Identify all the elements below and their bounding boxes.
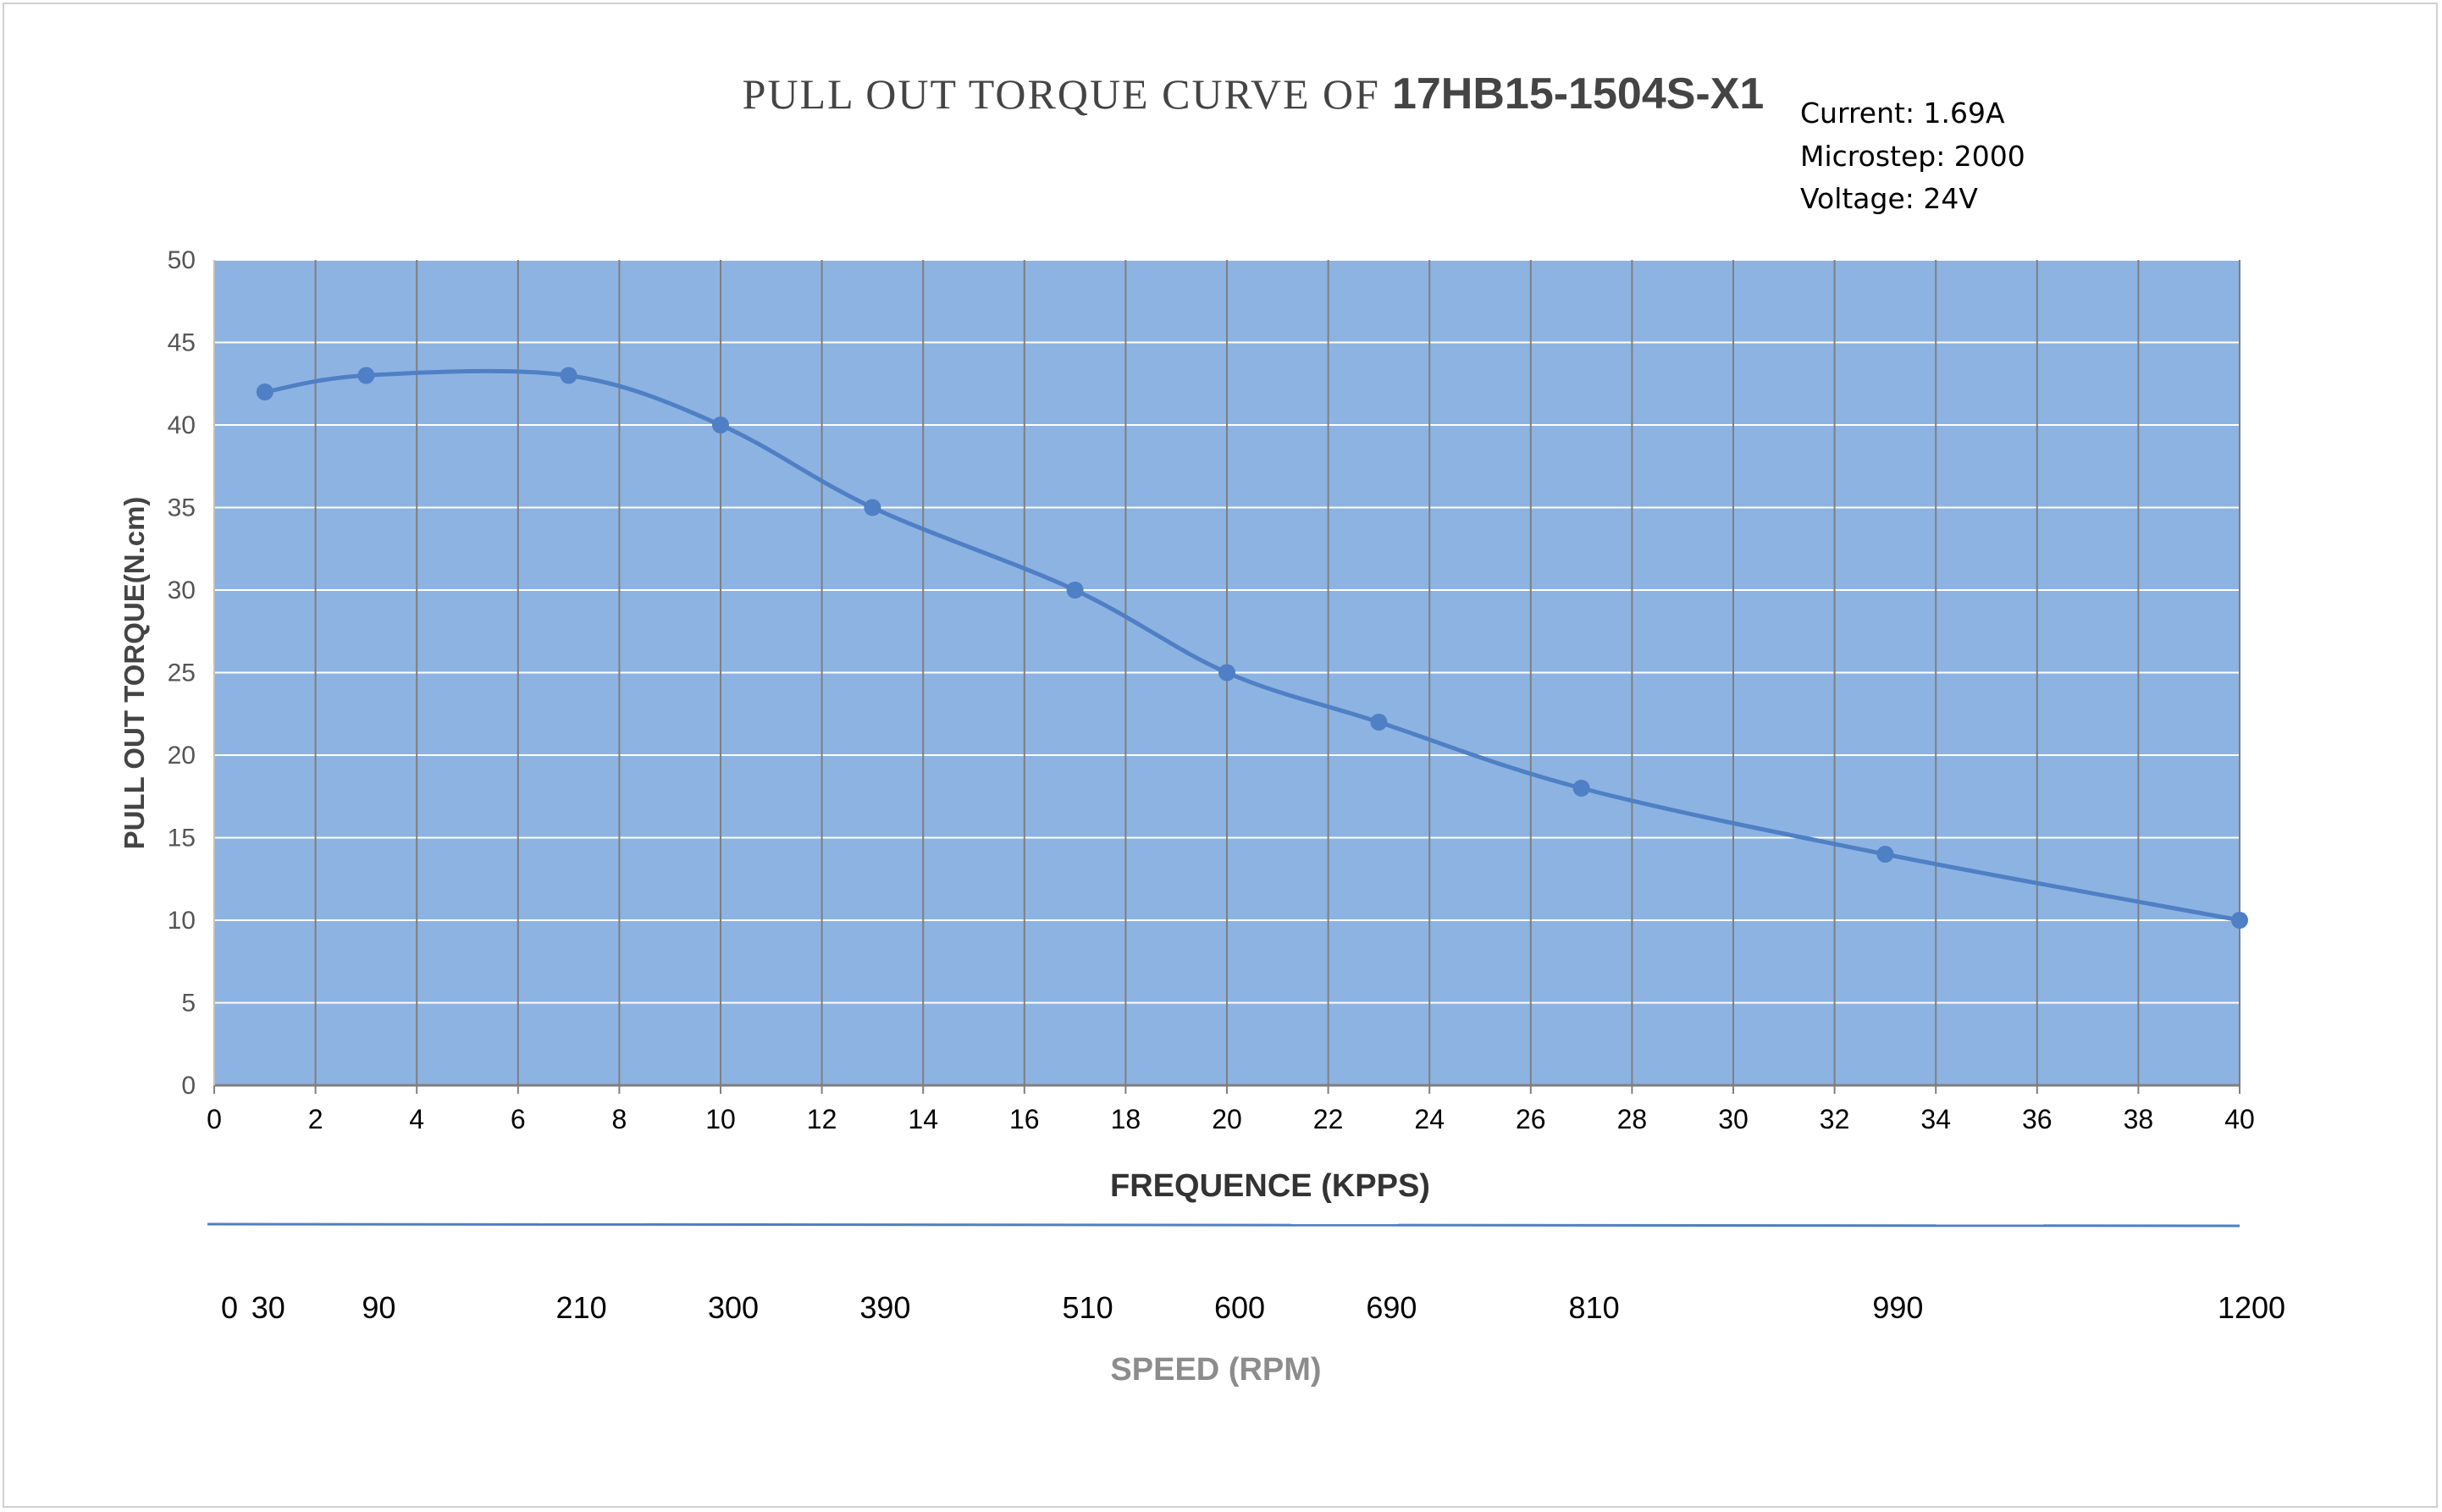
x-tick-label-36: 36 [2022,1104,2052,1134]
data-point-3 [357,367,375,384]
annotation-microstep: Microstep: 2000 [1800,140,2025,173]
chart-title-text: PULL OUT TORQUE CURVE OF [743,70,1380,118]
x-tick-label-40: 40 [2224,1104,2255,1134]
x-tick-label-22: 22 [1313,1104,1344,1134]
speed-tick-label-690: 690 [1366,1290,1417,1325]
y-tick-label-0: 0 [181,1072,196,1100]
data-point-33 [1876,846,1894,863]
data-point-10 [712,417,729,433]
data-point-27 [1572,780,1590,797]
y-axis-ticks: 0 5 10 15 20 25 30 35 40 45 50 [168,246,196,1100]
x-tick-label-18: 18 [1111,1104,1141,1134]
x-tick-label-8: 8 [612,1104,627,1134]
y-tick-label-45: 45 [168,329,196,357]
x-tick-label-0: 0 [207,1104,222,1134]
chart-title: PULL OUT TORQUE CURVE OF 17HB15-1504S-X1 [743,69,1765,119]
speed-axis-label: SPEED (RPM) [1110,1352,1321,1388]
x-axis-label: FREQUENCE (KPPS) [1110,1168,1430,1204]
x-axis-ticks: 0 2 4 6 8 10 12 14 16 18 20 22 24 26 28 30 32 34 36 38 40 [207,1085,2255,1134]
torque-series-line [264,368,2240,923]
data-point-7 [560,367,577,384]
speed-tick-label-390: 390 [859,1290,910,1325]
data-point-23 [1370,714,1388,731]
chart-title-model: 17HB15-1504S-X1 [1392,69,1764,119]
y-axis-label: PULL OUT TORQUE(N.cm) [119,497,150,850]
speed-tick-label-990: 990 [1872,1290,1923,1325]
x-tick-label-14: 14 [908,1104,938,1134]
x-tick-label-16: 16 [1009,1104,1040,1134]
torque-series-points [256,367,2248,929]
y-tick-label-30: 30 [168,577,196,604]
data-point-40 [2231,912,2248,929]
x-tick-label-26: 26 [1516,1104,1546,1134]
x-tick-label-10: 10 [705,1104,736,1134]
y-tick-label-5: 5 [181,990,196,1018]
y-tick-label-20: 20 [168,742,196,770]
speed-tick-label-210: 210 [556,1290,607,1325]
x-tick-label-20: 20 [1212,1104,1242,1134]
speed-tick-label-30: 30 [251,1290,285,1325]
speed-tick-label-90: 90 [362,1290,395,1325]
x-tick-label-4: 4 [409,1104,424,1134]
speed-axis-line [207,1222,2240,1228]
vertical-gridlines [314,260,2240,1085]
x-tick-label-34: 34 [1920,1104,1951,1134]
y-tick-label-25: 25 [168,659,196,687]
x-tick-label-6: 6 [511,1104,526,1134]
data-point-17 [1066,582,1084,599]
x-tick-label-38: 38 [2124,1104,2154,1134]
data-point-1 [256,384,273,400]
x-tick-label-30: 30 [1718,1104,1749,1134]
x-tick-label-2: 2 [308,1104,323,1134]
x-tick-label-24: 24 [1414,1104,1445,1134]
y-tick-label-50: 50 [168,246,196,274]
speed-tick-label-810: 810 [1569,1290,1620,1325]
y-tick-label-10: 10 [168,907,196,935]
x-tick-label-32: 32 [1820,1104,1850,1134]
speed-tick-label-0: 0 [221,1290,238,1325]
x-tick-label-28: 28 [1617,1104,1648,1134]
x-tick-label-12: 12 [807,1104,837,1134]
speed-tick-label-600: 600 [1214,1290,1265,1325]
data-point-20 [1218,664,1235,682]
speed-tick-label-510: 510 [1063,1290,1113,1325]
speed-axis-ticks: 0 30 90 210 300 390 510 600 690 810 990 1200 [221,1290,2285,1325]
data-point-13 [864,499,881,516]
y-tick-label-35: 35 [168,494,196,522]
motor-spec-annotations: Current: 1.69A Microstep: 2000 Voltage: … [1800,97,2025,215]
speed-tick-label-300: 300 [708,1290,759,1325]
speed-tick-label-1200: 1200 [2218,1290,2285,1325]
annotation-current: Current: 1.69A [1800,97,2005,130]
y-tick-label-15: 15 [168,825,196,853]
annotation-voltage: Voltage: 24V [1800,182,1978,215]
y-tick-label-40: 40 [168,411,196,439]
